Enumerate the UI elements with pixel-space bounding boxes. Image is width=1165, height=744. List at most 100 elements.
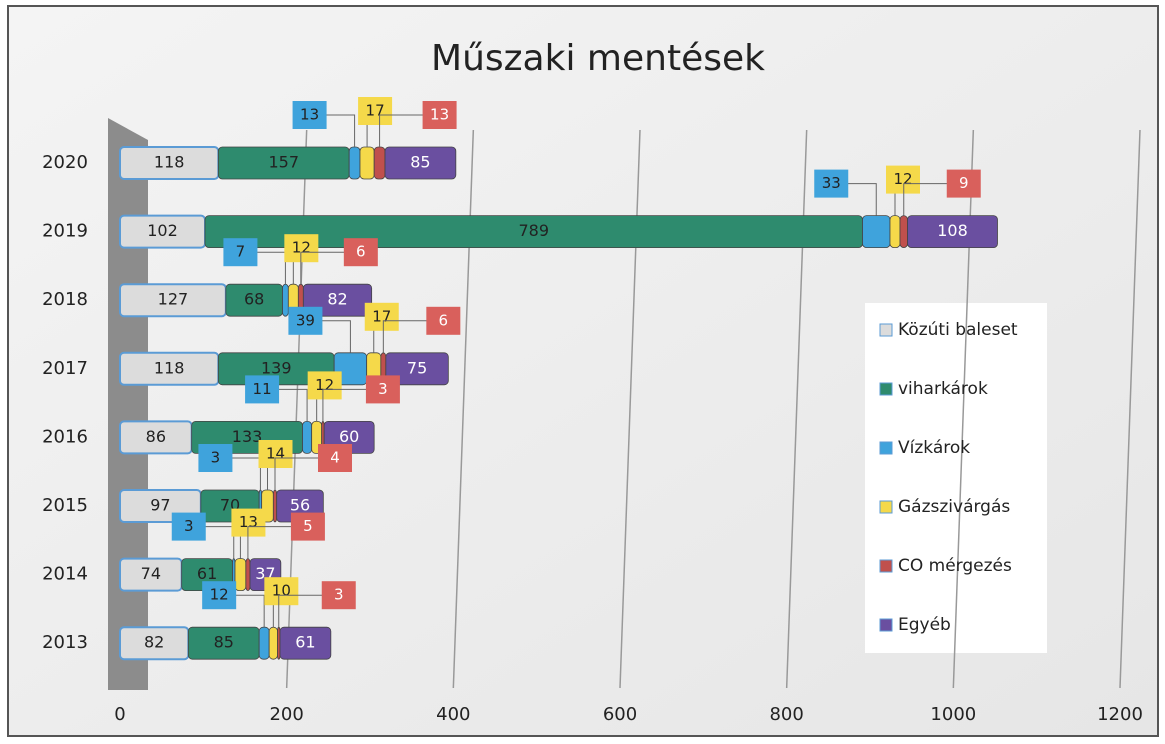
callout-box	[307, 371, 342, 400]
x-tick-label: 600	[603, 704, 637, 725]
data-label: 3	[378, 380, 388, 398]
bar-segment	[348, 146, 361, 180]
data-label: 11	[253, 380, 272, 398]
callout-box	[171, 512, 206, 541]
data-label: 17	[372, 307, 391, 325]
data-label: 85	[410, 153, 430, 172]
data-label: 118	[154, 358, 185, 377]
leader-line	[322, 388, 383, 422]
data-label: 6	[356, 243, 366, 261]
leader-line	[379, 114, 440, 147]
bar-segment	[373, 146, 386, 180]
data-label: 17	[366, 102, 385, 120]
bar-segment	[282, 283, 289, 317]
data-label: 3	[184, 517, 194, 535]
data-label: 157	[268, 153, 299, 172]
callout-box	[202, 581, 237, 610]
data-label: 133	[232, 427, 263, 446]
bar-segment	[272, 489, 278, 523]
data-label: 5	[303, 517, 313, 535]
bar-segment	[384, 146, 457, 180]
legend-label: Gázszivárgás	[898, 497, 1010, 517]
leader-line	[278, 594, 339, 628]
data-label: 789	[518, 221, 549, 240]
callout-box	[364, 302, 399, 331]
legend-label: Egyéb	[898, 615, 951, 635]
wall	[108, 118, 148, 690]
bar-segment	[234, 558, 247, 591]
data-label: 127	[158, 290, 189, 309]
y-tick-label: 2013	[42, 632, 88, 653]
data-label: 85	[214, 633, 234, 652]
callout-box	[814, 169, 849, 198]
bar-segment	[245, 558, 251, 591]
legend-label: Közúti baleset	[898, 320, 1018, 340]
x-tick-label: 400	[436, 704, 470, 725]
data-label: 82	[327, 290, 347, 309]
legend-swatch	[879, 441, 893, 455]
bar-segment	[359, 146, 375, 180]
y-tick-label: 2015	[42, 495, 88, 516]
data-label: 12	[210, 586, 229, 604]
bar-segment	[258, 626, 270, 660]
x-tick-label: 0	[114, 704, 125, 725]
data-label: 3	[334, 586, 344, 604]
callout-box	[365, 375, 400, 404]
callout-box	[245, 375, 280, 404]
callout-box	[343, 238, 378, 267]
legend-label: viharkárok	[898, 379, 988, 399]
data-label: 102	[147, 221, 178, 240]
x-tick-label: 200	[269, 704, 303, 725]
bar-segment	[385, 352, 449, 386]
legend-swatch	[879, 382, 893, 396]
legend-label: Vízkárok	[898, 438, 970, 458]
leader-line	[903, 183, 964, 216]
bar-segment	[907, 215, 998, 249]
x-tick-label: 1000	[930, 704, 976, 725]
data-label: 12	[315, 376, 334, 394]
data-label: 61	[197, 564, 217, 583]
data-label: 68	[244, 290, 264, 309]
data-label: 12	[893, 170, 912, 188]
data-label: 9	[959, 174, 969, 192]
callout-box	[231, 508, 266, 537]
data-label: 97	[150, 496, 170, 515]
callout-box	[358, 97, 393, 125]
callout-box	[288, 306, 323, 335]
callout-box	[886, 165, 920, 194]
callout-box	[290, 512, 325, 541]
y-tick-label: 2018	[42, 289, 88, 310]
x-tick-label: 1200	[1097, 704, 1143, 725]
callout-box	[426, 306, 461, 335]
callout-box	[223, 238, 258, 267]
legend-swatch	[879, 323, 893, 337]
data-label: 39	[296, 311, 315, 329]
y-tick-label: 2020	[42, 152, 88, 173]
y-tick-label: 2017	[42, 358, 88, 379]
bar-segment	[268, 626, 278, 660]
callout-box	[422, 101, 457, 129]
data-label: 13	[300, 106, 319, 124]
data-label: 118	[154, 153, 185, 172]
data-label: 56	[290, 496, 310, 515]
bar-segment	[302, 420, 313, 454]
data-label: 60	[339, 427, 359, 446]
data-label: 108	[937, 221, 968, 240]
callout-box	[318, 444, 352, 472]
bar-segment	[899, 215, 908, 249]
data-label: 139	[261, 358, 292, 377]
bar-segment	[862, 215, 891, 249]
leader-line	[300, 251, 361, 285]
y-tick-label: 2016	[42, 426, 88, 447]
chart-title: Műszaki mentések	[431, 38, 765, 79]
data-label: 7	[236, 243, 246, 261]
data-label: 13	[430, 106, 449, 124]
grid-line	[1119, 129, 1141, 689]
callout-box	[321, 581, 356, 610]
callout-box	[292, 101, 327, 129]
callout-box	[264, 577, 299, 606]
data-label: 3	[211, 449, 221, 467]
legend-swatch	[879, 500, 893, 514]
bar-segment	[889, 215, 901, 249]
